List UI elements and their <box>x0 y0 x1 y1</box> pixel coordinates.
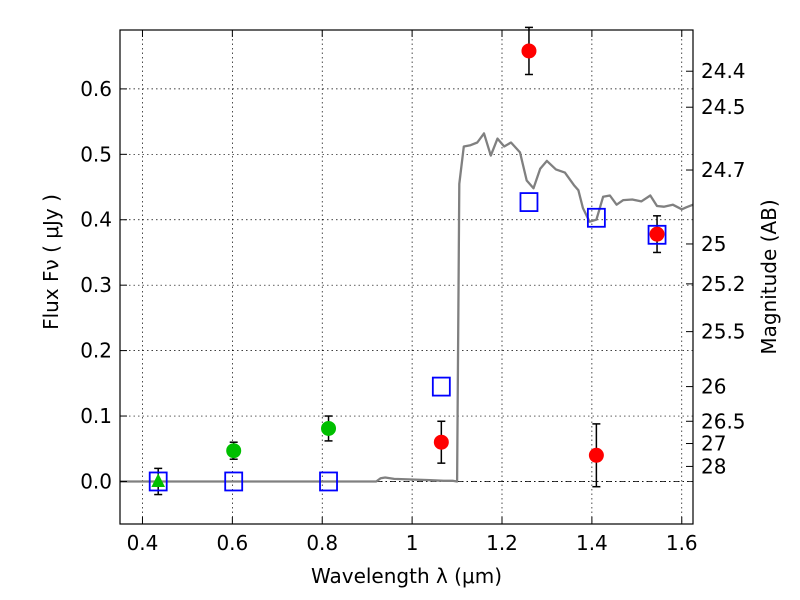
x-tick-label: 0.6 <box>216 531 248 555</box>
right-tick-label: 26 <box>701 375 726 399</box>
x-tick-label: 0.8 <box>306 531 338 555</box>
red-data-point <box>649 226 665 242</box>
right-tick-label: 24.5 <box>701 95 746 119</box>
model-flux-square <box>319 471 338 492</box>
y-tick-label: 0.5 <box>80 142 112 166</box>
red-data-point <box>588 447 604 463</box>
model-flux-square <box>586 207 606 228</box>
right-axis-label: Magnitude (AB) <box>757 199 781 354</box>
x-tick-label: 1.4 <box>576 531 608 555</box>
y-tick-label: 0.2 <box>80 339 112 363</box>
y-tick-label: 0.1 <box>80 404 112 428</box>
plot-frame <box>119 29 694 525</box>
red-data-point <box>433 434 449 450</box>
x-tick-label: 1 <box>406 531 419 555</box>
plot-area <box>120 26 694 496</box>
x-axis-label: Wavelength λ (μm) <box>311 564 502 588</box>
red-data-point <box>521 43 537 59</box>
y-tick-label: 0.6 <box>80 77 112 101</box>
right-tick-label: 25 <box>701 232 726 256</box>
model-spectrum-line <box>120 132 694 483</box>
model-flux-square <box>519 192 539 212</box>
model-flux-square <box>431 376 451 397</box>
y-tick-label: 0.0 <box>80 469 112 493</box>
grid <box>120 30 693 524</box>
right-tick-label: 25.2 <box>701 272 746 296</box>
model-flux-square <box>647 224 667 245</box>
green-data-point <box>226 443 242 459</box>
green-data-point <box>321 420 337 436</box>
axes: 0.4 0.6 0.8 1 1.2 1.4 1.6 0.0 0.1 0.2 0.3 0.4 0.5 0.6… <box>80 30 746 555</box>
y-tick-label: 0.3 <box>80 273 112 297</box>
x-tick-label: 1.2 <box>486 531 518 555</box>
right-tick-label: 26.5 <box>701 409 746 433</box>
right-tick-label: 24.4 <box>701 59 746 83</box>
y-axis-label: Flux Fν ( μJy ) <box>39 194 63 330</box>
right-tick-label: 25.5 <box>701 320 746 344</box>
upper-limit-triangle <box>151 473 166 487</box>
right-tick-label: 28 <box>701 454 726 478</box>
x-tick-label: 0.4 <box>127 531 159 555</box>
right-tick-label: 27 <box>701 432 726 456</box>
model-flux-square <box>148 471 168 492</box>
right-tick-label: 24.7 <box>701 158 746 182</box>
model-flux-square <box>224 471 244 492</box>
y-tick-label: 0.4 <box>80 208 112 232</box>
x-tick-label: 1.6 <box>666 531 698 555</box>
